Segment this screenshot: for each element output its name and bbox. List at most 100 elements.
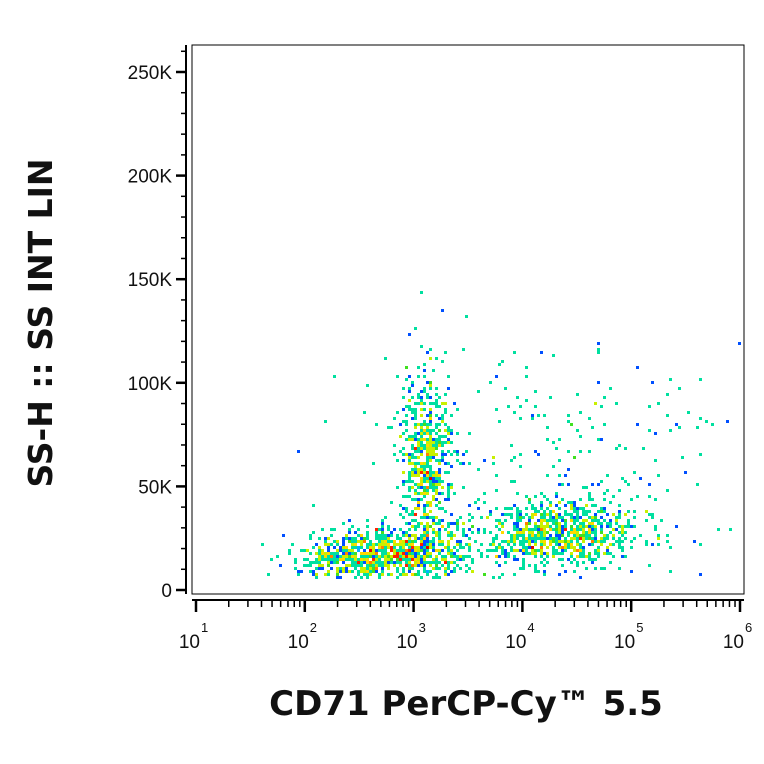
density-dot	[435, 489, 438, 492]
density-dot	[537, 510, 540, 513]
density-dot	[447, 552, 450, 555]
density-dot	[555, 492, 558, 495]
density-dot	[540, 504, 543, 507]
density-dot	[525, 552, 528, 555]
density-dot	[540, 501, 543, 504]
density-dot	[288, 552, 291, 555]
x-tick-label: 10	[614, 632, 635, 653]
density-dot	[525, 495, 528, 498]
density-dot	[435, 492, 438, 495]
density-dot	[621, 477, 624, 480]
density-dot	[396, 576, 399, 579]
density-dot	[576, 564, 579, 567]
density-dot	[270, 558, 273, 561]
density-dot	[546, 537, 549, 540]
density-dot	[354, 531, 357, 534]
density-dot	[381, 570, 384, 573]
density-dot	[483, 492, 486, 495]
density-dot	[423, 561, 426, 564]
density-dot	[552, 516, 555, 519]
density-dot	[579, 522, 582, 525]
density-dot	[423, 504, 426, 507]
density-dot	[426, 465, 429, 468]
density-dot	[411, 546, 414, 549]
density-dot	[405, 534, 408, 537]
density-dot	[417, 498, 420, 501]
density-dot	[423, 540, 426, 543]
density-dot	[456, 450, 459, 453]
density-dot	[558, 507, 561, 510]
density-dot	[423, 462, 426, 465]
density-dot	[456, 555, 459, 558]
density-dot	[372, 561, 375, 564]
density-dot	[450, 432, 453, 435]
density-dot	[438, 396, 441, 399]
density-dot	[537, 531, 540, 534]
density-dot	[438, 462, 441, 465]
density-dot	[438, 576, 441, 579]
density-dot	[495, 534, 498, 537]
density-dot	[363, 573, 366, 576]
density-dot	[405, 552, 408, 555]
density-dot	[495, 546, 498, 549]
density-dot	[351, 540, 354, 543]
density-dot	[438, 438, 441, 441]
density-dot	[324, 573, 327, 576]
density-dot	[468, 519, 471, 522]
density-dot	[504, 513, 507, 516]
density-dot	[534, 522, 537, 525]
density-dot	[414, 423, 417, 426]
density-dot	[342, 543, 345, 546]
density-dot	[549, 510, 552, 513]
density-dot	[429, 471, 432, 474]
density-dot	[402, 555, 405, 558]
density-dot	[519, 528, 522, 531]
density-dot	[570, 540, 573, 543]
density-dot	[342, 549, 345, 552]
density-dot	[462, 453, 465, 456]
density-dot	[420, 471, 423, 474]
density-dot	[555, 543, 558, 546]
density-dot	[444, 570, 447, 573]
density-dot	[579, 552, 582, 555]
density-dot	[417, 561, 420, 564]
density-dot	[582, 513, 585, 516]
density-dot	[408, 387, 411, 390]
density-dot	[345, 564, 348, 567]
density-dot	[396, 555, 399, 558]
density-dot	[543, 564, 546, 567]
y-tick-label: 250K	[128, 63, 173, 84]
density-dot	[582, 525, 585, 528]
density-dot	[435, 471, 438, 474]
density-dot	[567, 558, 570, 561]
density-dot	[321, 558, 324, 561]
density-dot	[594, 534, 597, 537]
density-dot	[495, 507, 498, 510]
density-dot	[342, 537, 345, 540]
density-dot	[396, 459, 399, 462]
density-dot	[411, 438, 414, 441]
density-dot	[360, 555, 363, 558]
density-dot	[435, 504, 438, 507]
density-dot	[594, 519, 597, 522]
density-dot	[324, 555, 327, 558]
density-dot	[444, 510, 447, 513]
density-dot	[438, 459, 441, 462]
density-dot	[393, 417, 396, 420]
density-dot	[420, 390, 423, 393]
density-dot	[417, 504, 420, 507]
density-dot	[417, 423, 420, 426]
density-dot	[540, 519, 543, 522]
density-dot	[351, 549, 354, 552]
density-dot	[603, 507, 606, 510]
density-dot	[315, 561, 318, 564]
density-dot	[633, 516, 636, 519]
density-dot	[447, 522, 450, 525]
density-dot	[441, 435, 444, 438]
density-dot	[585, 567, 588, 570]
density-dot	[408, 435, 411, 438]
density-dot	[426, 534, 429, 537]
density-dot	[360, 534, 363, 537]
density-dot	[501, 522, 504, 525]
density-dot	[423, 567, 426, 570]
